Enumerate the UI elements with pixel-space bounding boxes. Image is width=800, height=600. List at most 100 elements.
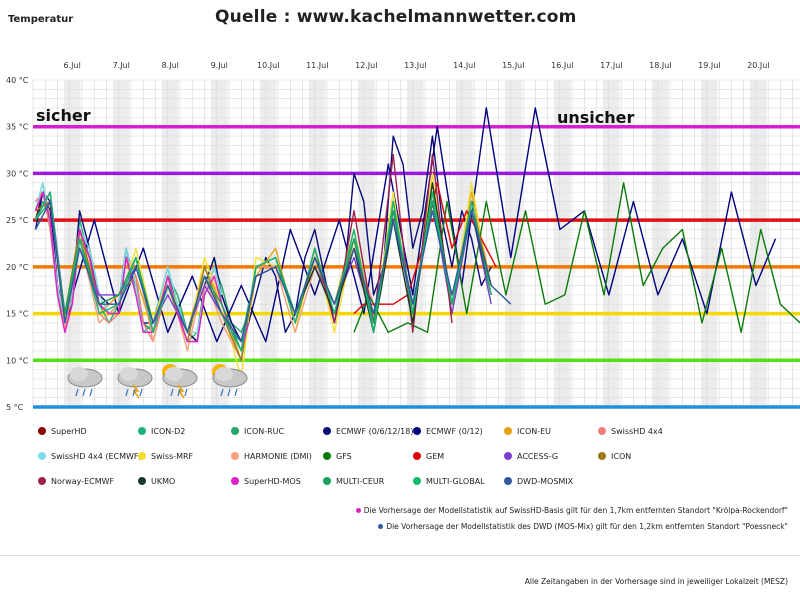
legend-swatch xyxy=(413,477,421,485)
legend-item: SwissHD 4x4 (ECMWF) xyxy=(38,452,142,461)
y-tick-label: 10 °C xyxy=(6,356,29,365)
x-tick-label: 16.Jul xyxy=(551,61,573,70)
legend-item: SuperHD xyxy=(38,427,87,436)
y-tick-label: 35 °C xyxy=(6,123,29,132)
x-tick-label: 14.Jul xyxy=(453,61,475,70)
sun-thunder-cloud-icon xyxy=(162,364,198,399)
night-band xyxy=(651,80,669,407)
legend-item: HARMONIE (DMI) xyxy=(231,452,312,461)
y-tick-label: 15 °C xyxy=(6,310,29,319)
night-band xyxy=(406,80,424,407)
legend-label: SwissHD 4x4 (ECMWF) xyxy=(51,452,142,461)
sun-rain-cloud-icon xyxy=(212,364,248,397)
legend-swatch xyxy=(138,427,146,435)
legend-swatch xyxy=(231,427,239,435)
legend-swatch xyxy=(323,427,331,435)
series-line xyxy=(34,200,512,343)
legend-label: HARMONIE (DMI) xyxy=(244,452,312,461)
legend-item: DWD-MOSMIX xyxy=(504,477,573,486)
legend-item: ACCESS-G xyxy=(504,452,558,461)
legend-item: ECMWF (0/6/12/18) xyxy=(323,427,413,436)
legend-item: SwissHD 4x4 xyxy=(598,427,663,436)
legend-swatch xyxy=(138,452,146,460)
legend-item: ICON-RUC xyxy=(231,427,284,436)
night-band xyxy=(553,80,571,407)
y-tick-label: 20 °C xyxy=(6,263,29,272)
x-tick-label: 19.Jul xyxy=(698,61,720,70)
night-band xyxy=(602,80,620,407)
footnote: Alle Zeitangaben in der Vorhersage sind … xyxy=(524,577,788,586)
legend-swatch xyxy=(504,452,512,460)
night-band xyxy=(63,80,81,407)
thunder-cloud-icon xyxy=(117,367,153,399)
legend-item: MULTI-CEUR xyxy=(323,477,384,486)
legend-label: ICON-D2 xyxy=(151,427,186,436)
night-band xyxy=(357,80,375,407)
night-band xyxy=(161,80,179,407)
x-tick-label: 18.Jul xyxy=(649,61,671,70)
legend-label: ICON xyxy=(611,452,632,461)
legend-swatch xyxy=(598,427,606,435)
legend-note: Die Vorhersage der Modellstatistik des D… xyxy=(378,522,788,531)
legend-label: DWD-MOSMIX xyxy=(517,477,574,486)
legend-item: ECMWF (0/12) xyxy=(413,427,483,436)
legend-label: ACCESS-G xyxy=(517,452,559,461)
y-axis-title: Temperatur xyxy=(8,14,74,25)
series-line xyxy=(353,182,800,333)
x-tick-label: 10.Jul xyxy=(257,61,279,70)
legend-label: Norway-ECMWF xyxy=(51,477,115,486)
note-text: Die Vorhersage der Modellstatistik des D… xyxy=(386,522,788,531)
legend-label: GEM xyxy=(426,452,445,461)
legend-swatch xyxy=(504,427,512,435)
legend-swatch xyxy=(38,477,46,485)
series-line xyxy=(34,191,250,352)
x-tick-label: 13.Jul xyxy=(404,61,426,70)
annotation-unsicher: unsicher xyxy=(557,108,635,127)
y-tick-label: 5 °C xyxy=(6,403,24,412)
legend-item: GEM xyxy=(413,452,444,461)
legend-label: ECMWF (0/12) xyxy=(426,427,483,436)
night-band xyxy=(259,80,277,407)
y-tick-label: 40 °C xyxy=(6,76,29,85)
y-tick-label: 30 °C xyxy=(6,169,29,178)
rain-cloud-icon xyxy=(67,367,103,397)
legend-label: ICON-EU xyxy=(517,427,552,436)
legend-swatch xyxy=(38,452,46,460)
legend-item: ICON-EU xyxy=(504,427,551,436)
night-band xyxy=(112,80,130,407)
legend-swatch xyxy=(598,452,606,460)
legend-swatch xyxy=(231,477,239,485)
legend-item: Norway-ECMWF xyxy=(38,477,114,486)
x-tick-label: 20.Jul xyxy=(747,61,769,70)
legend-swatch xyxy=(504,477,512,485)
legend-label: SuperHD xyxy=(51,427,87,436)
legend-label: MULTI-GLOBAL xyxy=(426,477,485,486)
legend-label: ICON-RUC xyxy=(244,427,285,436)
y-tick-label: 25 °C xyxy=(6,216,29,225)
legend-swatch xyxy=(323,452,331,460)
note-bullet xyxy=(378,524,384,529)
x-tick-label: 15.Jul xyxy=(502,61,524,70)
legend-label: ECMWF (0/6/12/18) xyxy=(336,427,414,436)
legend-item: GFS xyxy=(323,452,352,461)
legend-swatch xyxy=(38,427,46,435)
x-tick-label: 11.Jul xyxy=(306,61,328,70)
legend-label: SwissHD 4x4 xyxy=(611,427,663,436)
note-text: Die Vorhersage der Modellstatistik auf S… xyxy=(363,506,788,515)
legend-item: ICON-D2 xyxy=(138,427,185,436)
legend-swatch xyxy=(231,452,239,460)
divider xyxy=(0,555,800,556)
night-band xyxy=(701,80,718,407)
series-line xyxy=(69,107,777,343)
legend-label: Swiss-MRF xyxy=(151,452,194,461)
legend-item: MULTI-GLOBAL xyxy=(413,477,485,486)
x-tick-label: 7.Jul xyxy=(113,61,130,70)
x-tick-label: 6.Jul xyxy=(64,61,81,70)
temperature-chart: 5 °C 10 °C 15 °C 20 °C 25 °C 30 °C 35 °C 40 °C 6… xyxy=(6,61,800,412)
legend-swatch xyxy=(323,477,331,485)
legend-item: ICON xyxy=(598,452,631,461)
x-tick-label: 8.Jul xyxy=(162,61,179,70)
legend-label: SuperHD-MOS xyxy=(244,477,301,486)
legend-swatch xyxy=(413,452,421,460)
legend-label: GFS xyxy=(336,452,352,461)
